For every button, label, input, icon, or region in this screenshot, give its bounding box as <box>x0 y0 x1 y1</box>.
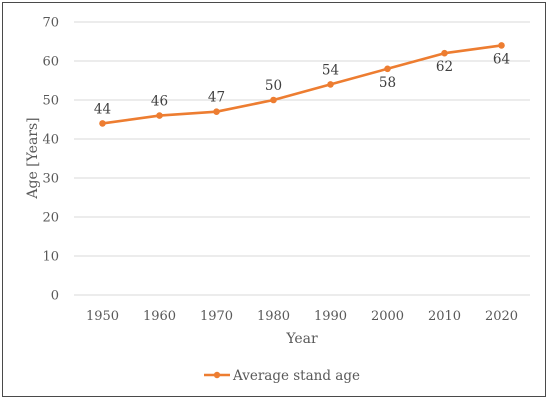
x-tick-label: 2010 <box>428 309 461 324</box>
data-point <box>327 81 334 88</box>
y-axis-ticks: 0 10 20 30 40 50 60 70 <box>42 16 59 304</box>
y-tick-label: 20 <box>42 211 59 226</box>
data-label: 62 <box>436 59 453 75</box>
data-point <box>213 108 220 115</box>
y-tick-label: 60 <box>42 55 59 70</box>
legend-marker-swatch <box>213 371 221 379</box>
y-tick-label: 70 <box>42 16 59 31</box>
x-tick-label: 1980 <box>257 309 290 324</box>
y-axis-title: Age [Years] <box>25 117 41 199</box>
x-tick-label: 1950 <box>86 309 119 324</box>
data-label: 54 <box>322 62 339 78</box>
data-point <box>270 96 277 104</box>
chart-frame <box>2 2 546 397</box>
x-axis-title: Year <box>285 331 318 347</box>
data-labels: 44 46 47 50 54 58 62 64 <box>94 51 510 117</box>
x-tick-label: 1990 <box>314 309 347 324</box>
data-label: 46 <box>151 94 168 110</box>
data-label: 50 <box>265 78 282 94</box>
x-tick-label: 2000 <box>371 309 404 324</box>
data-label: 64 <box>493 51 510 67</box>
data-label: 44 <box>94 101 111 117</box>
x-tick-label: 1960 <box>143 309 176 324</box>
data-label: 58 <box>379 75 396 91</box>
legend-label: Average stand age <box>232 368 360 384</box>
legend: Average stand age <box>204 368 360 384</box>
data-point <box>384 65 391 73</box>
gridlines <box>74 21 530 296</box>
series-line <box>101 44 503 125</box>
x-tick-label: 1970 <box>200 309 233 324</box>
series-points <box>99 42 505 127</box>
data-point <box>99 120 106 127</box>
y-tick-label: 50 <box>42 94 59 109</box>
y-tick-label: 30 <box>42 172 59 187</box>
data-point <box>441 49 448 57</box>
y-tick-label: 10 <box>42 250 59 265</box>
y-tick-label: 0 <box>51 289 59 304</box>
data-point <box>498 42 505 49</box>
x-tick-label: 2020 <box>485 309 518 324</box>
x-axis-ticks: 1950 1960 1970 1980 1990 2000 2010 2020 <box>86 309 518 324</box>
y-tick-label: 40 <box>42 133 59 148</box>
data-point <box>156 112 163 119</box>
series-lines <box>101 44 503 125</box>
data-label: 47 <box>208 90 225 106</box>
